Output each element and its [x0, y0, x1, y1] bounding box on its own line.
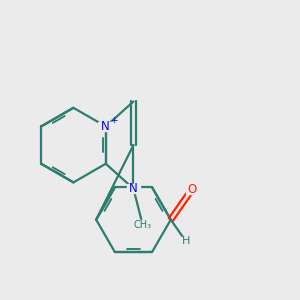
Text: H: H — [182, 236, 190, 246]
Bar — [127, 184, 140, 193]
Text: O: O — [188, 183, 197, 196]
Bar — [186, 185, 199, 194]
Bar — [132, 220, 153, 229]
Text: CH₃: CH₃ — [134, 220, 152, 230]
Text: N: N — [100, 120, 109, 133]
Bar — [180, 237, 192, 245]
Text: N: N — [129, 182, 138, 195]
Bar — [98, 122, 114, 131]
Text: +: + — [110, 116, 117, 124]
